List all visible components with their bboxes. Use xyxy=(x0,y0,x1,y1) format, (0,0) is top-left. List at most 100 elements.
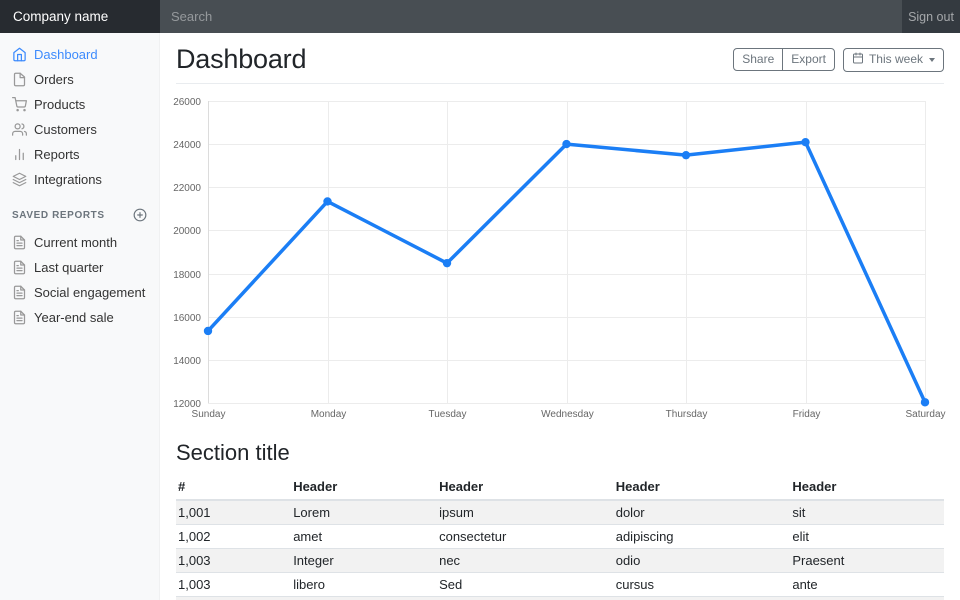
table-cell: diam xyxy=(437,596,614,600)
svg-text:14000: 14000 xyxy=(173,356,201,367)
week-dropdown-button[interactable]: This week xyxy=(842,47,944,72)
file-text-icon xyxy=(13,260,26,275)
sidebar-item-label: Last quarter xyxy=(34,260,104,275)
share-export-group: Share Export xyxy=(733,48,835,71)
sidebar-item-label: Current month xyxy=(34,235,118,250)
table-cell: Sed xyxy=(613,596,791,600)
bar-chart-2-icon xyxy=(15,148,24,161)
table-cell: dapibus xyxy=(291,596,438,600)
sidebar-item-reports[interactable]: Reports xyxy=(0,142,159,167)
svg-text:Friday: Friday xyxy=(793,409,821,420)
data-point xyxy=(323,197,332,206)
topbar: Company name Sign out xyxy=(0,0,960,33)
sidebar-item-integrations[interactable]: Integrations xyxy=(0,167,159,192)
table-cell: adipiscing xyxy=(613,524,791,549)
file-text-icon xyxy=(13,285,26,300)
sidebar-item-current-month[interactable]: Current month xyxy=(0,230,159,255)
sidebar-item-label: Orders xyxy=(34,72,74,87)
table-cell: ante xyxy=(790,572,944,597)
sidebar-item-customers[interactable]: Customers xyxy=(0,117,159,142)
chart-container: 12000 14000 16000 18000 20000 22000 24000 26000… xyxy=(173,93,945,425)
search-container xyxy=(160,0,902,33)
saved-reports-heading: Saved reports xyxy=(0,192,159,230)
page-layout: Dashboard Orders Products Customers Reports I… xyxy=(0,33,960,600)
table-cell: 1,001 xyxy=(176,500,292,525)
table-cell: ipsum xyxy=(437,500,614,525)
table-cell: nisi xyxy=(790,596,944,600)
home-icon xyxy=(13,47,26,62)
share-button[interactable]: Share xyxy=(733,48,784,71)
sidebar-item-label: Dashboard xyxy=(34,47,98,62)
calendar-icon xyxy=(852,52,863,63)
file-text-icon xyxy=(13,235,26,250)
calendar-icon-holder xyxy=(852,52,864,68)
table-cell: cursus xyxy=(613,572,791,597)
table-cell: Lorem xyxy=(291,500,438,525)
sidebar-item-social-engagement[interactable]: Social engagement xyxy=(0,280,159,305)
table-cell: nec xyxy=(437,548,614,573)
column-header: Header xyxy=(613,475,791,501)
svg-text:20000: 20000 xyxy=(173,226,201,237)
search-input[interactable] xyxy=(160,0,902,33)
svg-text:Tuesday: Tuesday xyxy=(429,409,467,420)
table-cell: consectetur xyxy=(437,524,614,549)
table-header-row: # Header Header Header Header xyxy=(176,475,944,501)
main-content: Dashboard Share Export This week 12000 14… xyxy=(160,33,960,600)
svg-text:Thursday: Thursday xyxy=(666,409,708,420)
page-title: Dashboard xyxy=(176,44,307,74)
chart-line xyxy=(206,140,927,405)
svg-text:26000: 26000 xyxy=(173,97,201,108)
data-point xyxy=(562,139,571,149)
sidebar-item-label: Year-end sale xyxy=(34,310,114,325)
sidebar-item-label: Social engagement xyxy=(34,285,146,300)
column-header: # xyxy=(176,475,292,501)
week-dropdown-label: This week xyxy=(868,52,923,66)
caret-down-icon xyxy=(929,57,935,62)
data-point xyxy=(920,398,930,407)
table-cell: sit xyxy=(790,500,944,525)
svg-text:24000: 24000 xyxy=(173,140,201,151)
data-table: # Header Header Header Header 1,001 Lorem ipsu… xyxy=(176,475,944,600)
table-cell: odio xyxy=(613,548,791,573)
export-button[interactable]: Export xyxy=(782,48,835,71)
file-text-icon xyxy=(13,310,26,325)
brand[interactable]: Company name xyxy=(0,0,160,33)
table-cell: amet xyxy=(291,524,438,549)
sidebar-item-year-end-sale[interactable]: Year-end sale xyxy=(0,305,159,330)
svg-text:18000: 18000 xyxy=(173,270,201,281)
add-report-button[interactable] xyxy=(133,208,147,222)
file-icon xyxy=(13,72,26,87)
sidebar-item-last-quarter[interactable]: Last quarter xyxy=(0,255,159,280)
table-row: 1,002 amet consectetur adipiscing elit xyxy=(176,524,944,549)
column-header: Header xyxy=(790,475,944,501)
saved-reports-nav: Current month Last quarter Social engageme… xyxy=(0,230,159,330)
svg-text:12000: 12000 xyxy=(173,399,201,410)
table-row: 1,001 Lorem ipsum dolor sit xyxy=(176,500,944,525)
table-cell: Praesent xyxy=(790,548,944,573)
sidebar-item-dashboard[interactable]: Dashboard xyxy=(0,42,159,67)
saved-reports-label: Saved reports xyxy=(12,209,105,221)
sidebar-item-label: Products xyxy=(34,97,86,112)
sidebar-item-orders[interactable]: Orders xyxy=(0,67,159,92)
table-row: 1,004dapibusdiamSednisi xyxy=(176,596,944,600)
section-title: Section title xyxy=(176,440,290,465)
signout-link[interactable]: Sign out xyxy=(908,9,954,24)
column-header: Header xyxy=(291,475,438,501)
sidebar-item-products[interactable]: Products xyxy=(0,92,159,117)
plus-circle-icon xyxy=(133,208,147,222)
column-header: Header xyxy=(437,475,614,501)
shopping-cart-icon xyxy=(12,97,27,112)
table-cell: libero xyxy=(291,572,438,597)
data-point xyxy=(801,137,810,147)
weekly-sales-line-chart: 12000 14000 16000 18000 20000 22000 24000 26000… xyxy=(173,97,945,420)
table-row: 1,003 Integer nec odio Praesent xyxy=(176,548,944,573)
table-cell: elit xyxy=(790,524,944,549)
svg-text:16000: 16000 xyxy=(173,313,201,324)
table-row: 1,003 libero Sed cursus ante xyxy=(176,572,944,597)
table-cell: 1,003 xyxy=(176,572,292,597)
table-cell: 1,004 xyxy=(176,596,292,600)
sidebar-item-label: Reports xyxy=(34,147,80,162)
data-point xyxy=(681,150,691,160)
data-point xyxy=(442,258,452,268)
data-point xyxy=(203,326,213,336)
